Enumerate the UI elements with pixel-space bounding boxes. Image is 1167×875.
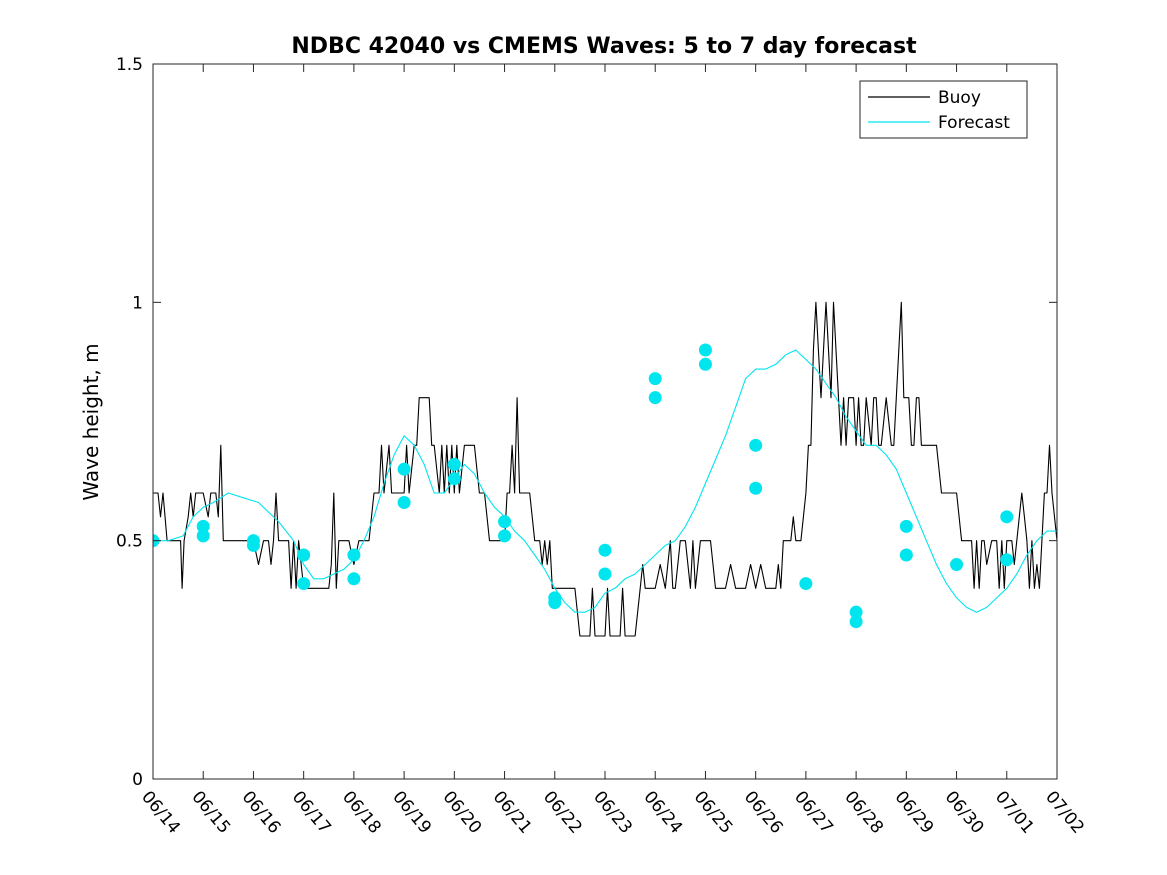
series-line-forecast [153, 349, 1057, 613]
forecast-marker [246, 538, 260, 552]
y-tick-label: 1 [132, 293, 143, 313]
legend-box [859, 80, 1028, 139]
forecast-marker [799, 577, 813, 591]
forecast-marker [548, 596, 562, 610]
forecast-marker [297, 548, 311, 562]
forecast-marker [849, 615, 863, 629]
forecast-marker [498, 529, 512, 543]
forecast-marker [1000, 553, 1014, 567]
forecast-marker [347, 548, 361, 562]
forecast-marker [447, 457, 461, 471]
forecast-marker [698, 357, 712, 371]
legend: Buoy Forecast [859, 80, 1028, 139]
legend-label-buoy: Buoy [938, 88, 981, 108]
forecast-marker [749, 438, 763, 452]
forecast-marker [899, 519, 913, 533]
forecast-marker [950, 558, 964, 571]
forecast-marker [749, 481, 763, 495]
forecast-marker [498, 515, 512, 529]
forecast-marker [1000, 510, 1014, 524]
forecast-marker [397, 496, 411, 510]
forecast-marker [648, 391, 662, 405]
forecast-marker [196, 519, 210, 533]
forecast-marker [598, 567, 612, 581]
plot-layer [153, 301, 1057, 637]
forecast-marker [849, 605, 863, 619]
forecast-marker [899, 548, 913, 562]
y-axis-label: Wave height, m [79, 343, 103, 500]
forecast-marker [447, 472, 461, 486]
series-line-buoy [153, 301, 1057, 637]
y-tick-label: 0.5 [116, 532, 143, 552]
forecast-marker [196, 529, 210, 543]
forecast-marker [347, 572, 361, 586]
forecast-marker [648, 372, 662, 386]
forecast-marker [297, 577, 311, 591]
y-tick-label: 0 [132, 770, 143, 790]
legend-label-forecast: Forecast [938, 113, 1010, 133]
forecast-marker [598, 543, 612, 557]
forecast-marker [698, 343, 712, 357]
forecast-marker [397, 462, 411, 476]
chart-title: NDBC 42040 vs CMEMS Waves: 5 to 7 day fo… [291, 34, 917, 59]
y-tick-label: 1.5 [116, 55, 143, 75]
